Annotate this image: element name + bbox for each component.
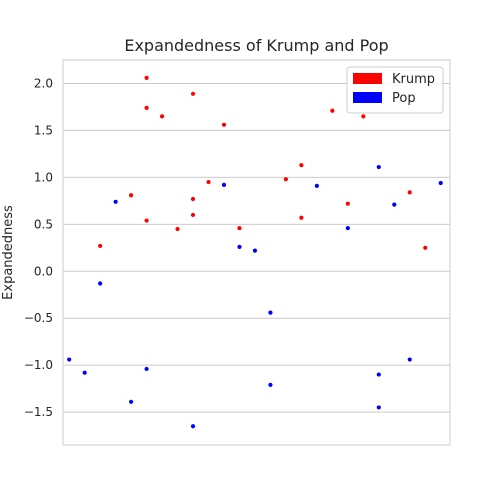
y-tick-label: 1.0 bbox=[34, 170, 53, 184]
data-point-krump bbox=[190, 196, 196, 202]
y-tick-label: −1.5 bbox=[24, 405, 53, 419]
data-point-krump bbox=[175, 226, 180, 232]
grid-lines bbox=[63, 82, 450, 413]
data-point-pop bbox=[407, 357, 412, 362]
y-tick-label: 0.0 bbox=[34, 264, 53, 278]
plot-area bbox=[62, 59, 451, 446]
legend-swatch-pop bbox=[353, 92, 382, 103]
data-point-pop bbox=[190, 424, 196, 429]
data-point-pop bbox=[314, 183, 319, 188]
y-tick-label: 1.5 bbox=[34, 123, 53, 137]
data-point-pop bbox=[113, 199, 118, 204]
data-point-krump bbox=[221, 122, 227, 127]
data-point-krump bbox=[144, 105, 149, 110]
data-point-pop bbox=[144, 366, 149, 372]
data-point-krump bbox=[299, 215, 304, 220]
data-point-pop bbox=[376, 164, 381, 170]
data-point-pop bbox=[376, 405, 381, 410]
legend-swatch-krump bbox=[353, 73, 382, 84]
data-points bbox=[67, 75, 443, 429]
data-point-krump bbox=[283, 177, 289, 182]
data-point-krump bbox=[237, 225, 242, 231]
data-point-pop bbox=[82, 370, 87, 375]
legend-label-pop: Pop bbox=[392, 91, 416, 106]
y-tick-label: 2.0 bbox=[34, 76, 53, 90]
data-point-krump bbox=[190, 91, 196, 96]
data-point-krump bbox=[144, 218, 149, 223]
data-point-pop bbox=[376, 372, 381, 377]
data-point-krump bbox=[330, 108, 335, 113]
data-point-pop bbox=[438, 180, 443, 186]
y-tick-label: −1.0 bbox=[24, 358, 53, 372]
data-point-pop bbox=[67, 357, 72, 362]
data-point-krump bbox=[361, 114, 366, 119]
data-point-krump bbox=[206, 179, 211, 185]
data-point-krump bbox=[129, 193, 134, 198]
data-point-krump bbox=[144, 75, 149, 80]
data-point-pop bbox=[345, 225, 350, 231]
y-tick-label: −0.5 bbox=[24, 311, 53, 325]
data-point-krump bbox=[423, 245, 428, 250]
y-axis-label: Expandedness bbox=[1, 205, 16, 300]
y-tick-label: 0.5 bbox=[34, 217, 53, 231]
data-point-krump bbox=[190, 212, 196, 218]
data-point-krump bbox=[299, 163, 304, 168]
legend-label-krump: Krump bbox=[392, 72, 435, 87]
legend: Krump Pop bbox=[346, 66, 444, 114]
data-point-pop bbox=[268, 382, 273, 388]
data-point-krump bbox=[345, 201, 350, 206]
data-point-krump bbox=[159, 114, 165, 119]
data-point-krump bbox=[98, 243, 103, 249]
data-point-pop bbox=[252, 248, 258, 253]
y-tick-labels: −1.5 −1.0 −0.5 0.0 0.5 1.0 1.5 2.0 bbox=[24, 76, 53, 419]
chart-title: Expandedness of Krump and Pop bbox=[124, 36, 388, 55]
data-point-krump bbox=[407, 190, 412, 195]
data-point-pop bbox=[237, 244, 242, 249]
data-point-pop bbox=[268, 310, 273, 315]
data-point-pop bbox=[98, 281, 103, 286]
data-point-pop bbox=[221, 182, 227, 187]
data-point-pop bbox=[392, 202, 397, 207]
data-point-pop bbox=[129, 399, 134, 404]
